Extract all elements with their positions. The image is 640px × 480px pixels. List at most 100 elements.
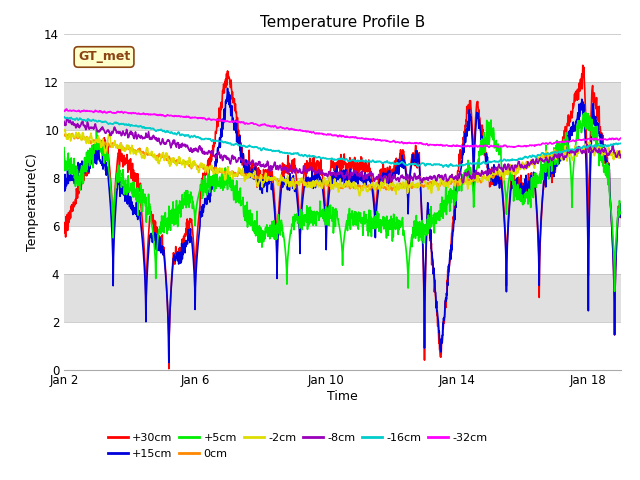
-16cm: [60, 114, 68, 120]
-2cm: [153, 154, 161, 160]
+30cm: [351, 155, 358, 160]
+30cm: [60, 220, 68, 226]
+5cm: [506, 174, 513, 180]
-16cm: [153, 127, 161, 133]
+5cm: [582, 109, 589, 115]
+30cm: [153, 224, 161, 230]
+5cm: [163, 218, 170, 224]
-8cm: [153, 138, 161, 144]
+15cm: [506, 196, 514, 202]
-2cm: [61, 127, 69, 132]
Bar: [64, 178, 621, 226]
-32cm: [63, 106, 70, 112]
-32cm: [351, 135, 358, 141]
-2cm: [163, 150, 171, 156]
-8cm: [60, 119, 68, 124]
-2cm: [376, 186, 383, 192]
-2cm: [617, 148, 625, 154]
-16cm: [320, 155, 328, 161]
-2cm: [320, 176, 328, 182]
0cm: [351, 184, 358, 190]
Bar: [64, 322, 621, 370]
Line: -8cm: -8cm: [64, 119, 621, 183]
+5cm: [60, 145, 68, 151]
0cm: [60, 132, 68, 137]
+5cm: [617, 211, 625, 216]
-16cm: [351, 158, 358, 164]
-8cm: [376, 173, 383, 179]
0cm: [153, 153, 161, 159]
0cm: [617, 152, 625, 157]
-2cm: [60, 128, 68, 133]
Line: -2cm: -2cm: [64, 130, 621, 196]
0cm: [506, 168, 514, 174]
-16cm: [617, 141, 625, 146]
-8cm: [64, 116, 72, 122]
-32cm: [617, 135, 625, 141]
+5cm: [351, 214, 358, 219]
-32cm: [376, 137, 383, 143]
+15cm: [163, 286, 170, 291]
-32cm: [163, 112, 171, 118]
+15cm: [351, 172, 359, 178]
+15cm: [60, 181, 68, 187]
+5cm: [611, 288, 618, 294]
Bar: [64, 34, 621, 82]
-8cm: [459, 180, 467, 186]
-32cm: [60, 108, 68, 113]
Line: +15cm: +15cm: [64, 88, 621, 362]
+15cm: [617, 214, 625, 220]
0cm: [388, 188, 396, 193]
+15cm: [165, 360, 173, 365]
-16cm: [439, 164, 447, 170]
0cm: [320, 180, 328, 185]
Bar: [64, 82, 621, 130]
0cm: [163, 156, 171, 162]
Title: Temperature Profile B: Temperature Profile B: [260, 15, 425, 30]
Line: -32cm: -32cm: [64, 109, 621, 147]
-8cm: [351, 169, 358, 175]
+30cm: [376, 173, 383, 179]
-2cm: [356, 193, 364, 199]
+5cm: [375, 228, 383, 234]
+15cm: [321, 201, 328, 207]
-32cm: [320, 132, 328, 137]
-32cm: [153, 112, 161, 118]
+15cm: [224, 85, 232, 91]
Line: -16cm: -16cm: [64, 117, 621, 167]
X-axis label: Time: Time: [327, 390, 358, 403]
+30cm: [617, 208, 625, 214]
-8cm: [617, 155, 625, 160]
+15cm: [376, 179, 383, 185]
+30cm: [165, 366, 173, 372]
-16cm: [376, 158, 383, 164]
Legend: +30cm, +15cm, +5cm, 0cm, -2cm, -8cm, -16cm, -32cm: +30cm, +15cm, +5cm, 0cm, -2cm, -8cm, -16…: [103, 429, 492, 463]
0cm: [376, 185, 383, 191]
Line: +5cm: +5cm: [64, 112, 621, 291]
+30cm: [506, 195, 513, 201]
-16cm: [506, 157, 514, 163]
Text: GT_met: GT_met: [78, 50, 130, 63]
Bar: [64, 130, 621, 178]
-32cm: [485, 144, 493, 150]
+15cm: [153, 238, 161, 243]
Line: 0cm: 0cm: [64, 133, 621, 191]
Bar: [64, 226, 621, 274]
Bar: [64, 274, 621, 322]
-32cm: [506, 144, 514, 150]
+5cm: [153, 249, 161, 254]
+30cm: [163, 284, 170, 289]
-2cm: [351, 181, 358, 187]
Y-axis label: Temperature(C): Temperature(C): [26, 153, 38, 251]
+30cm: [579, 62, 587, 68]
-8cm: [163, 139, 171, 144]
-2cm: [506, 162, 514, 168]
-16cm: [61, 114, 68, 120]
0cm: [68, 131, 76, 136]
Line: +30cm: +30cm: [64, 65, 621, 369]
-8cm: [320, 170, 328, 176]
-16cm: [163, 128, 171, 133]
+5cm: [320, 206, 328, 212]
+30cm: [320, 186, 328, 192]
-8cm: [506, 167, 514, 173]
